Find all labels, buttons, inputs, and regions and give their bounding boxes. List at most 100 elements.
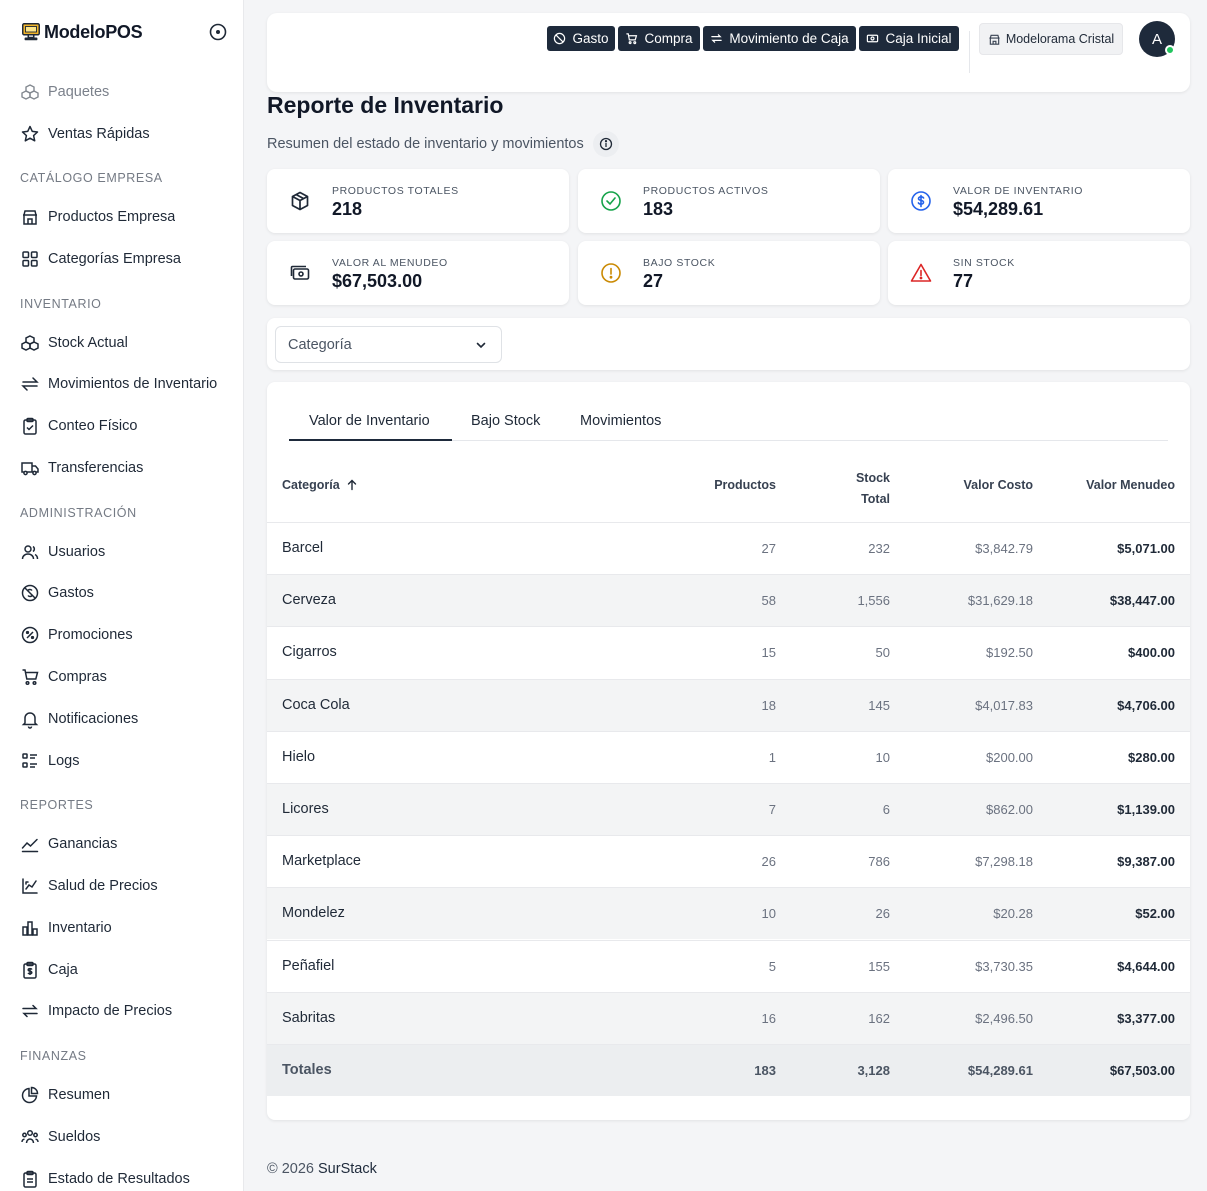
sidebar-item-resumen[interactable]: Resumen [20, 1083, 230, 1107]
tab-bajo-stock[interactable]: Bajo Stock [471, 413, 541, 429]
sidebar-item-categorias-empresa[interactable]: Categorías Empresa [20, 247, 230, 271]
sidebar-item-label: Inventario [48, 920, 112, 936]
page-subtitle: Resumen del estado de inventario y movim… [267, 136, 584, 152]
sidebar-item-usuarios[interactable]: Usuarios [20, 540, 230, 564]
cell-productos: 16 [761, 1010, 776, 1026]
tab-movimientos[interactable]: Movimientos [580, 413, 662, 429]
sidebar-item-sueldos[interactable]: Sueldos [20, 1125, 230, 1149]
column-header-valor-costo[interactable]: Valor Costo [963, 478, 1033, 492]
gasto-button[interactable]: Gasto [547, 26, 615, 51]
sidebar-item-label: Compras [48, 669, 107, 685]
copyright: © 2026 [267, 1161, 314, 1177]
sidebar-item-estado-resultados[interactable]: Estado de Resultados [20, 1167, 230, 1191]
sidebar-item-gastos[interactable]: Gastos [20, 581, 230, 605]
pos-terminal-icon [22, 23, 40, 41]
users-icon [21, 545, 39, 560]
collapse-sidebar-button[interactable] [208, 22, 228, 42]
cell-categoria: Hielo [282, 748, 316, 765]
store-icon [23, 210, 37, 225]
sidebar-item-notificaciones[interactable]: Notificaciones [20, 707, 230, 731]
column-header-stock-total[interactable]: Stock Total [856, 468, 890, 510]
cell-categoria: Coca Cola [282, 696, 350, 713]
table-row: Cerveza 58 1,556 $31,629.18 $38,447.00 [267, 574, 1190, 627]
team-icon [21, 1129, 39, 1144]
section-label-reportes: Reportes [20, 798, 94, 812]
stat-card-sin-stock: Sin Stock 77 [888, 241, 1190, 305]
table-row: Cigarros 15 50 $192.50 $400.00 [267, 626, 1190, 678]
trend-icon [21, 838, 39, 853]
sidebar: ModeloPOS Paquetes Ventas Rápidas Catálo… [0, 0, 244, 1191]
brand[interactable]: ModeloPOS [20, 20, 143, 44]
cell-productos: 1 [768, 749, 776, 765]
cell-productos: 26 [761, 854, 776, 870]
cash-register-icon [23, 961, 37, 979]
sidebar-item-impacto-precios[interactable]: Impacto de Precios [20, 999, 230, 1023]
sidebar-item-movimientos-inventario[interactable]: Movimientos de Inventario [20, 372, 230, 396]
sidebar-item-paquetes[interactable]: Paquetes [20, 80, 230, 104]
store-selector[interactable]: Modelorama Cristal [979, 23, 1123, 55]
column-header-valor-menudeo[interactable]: Valor Menudeo [1086, 478, 1175, 492]
tab-valor-inventario[interactable]: Valor de Inventario [309, 413, 430, 429]
sidebar-item-caja[interactable]: Caja [20, 958, 230, 982]
sidebar-item-conteo-fisico[interactable]: Conteo Físico [20, 414, 230, 438]
sidebar-item-inventario[interactable]: Inventario [20, 916, 230, 940]
cell-stock-total: 162 [868, 1010, 890, 1026]
cell-productos: 58 [761, 593, 776, 609]
cell-valor-menudeo: $400.00 [1128, 645, 1175, 661]
cell-valor-costo: $4,017.83 [975, 697, 1033, 713]
category-select[interactable]: Categoría [275, 326, 502, 363]
info-button[interactable] [593, 131, 619, 157]
clipboard-check-icon [23, 417, 37, 435]
cell-stock-total: 155 [868, 958, 890, 974]
column-header-productos[interactable]: Productos [714, 478, 776, 492]
sidebar-item-promociones[interactable]: Promociones [20, 623, 230, 647]
section-label-inventario: Inventario [20, 297, 102, 311]
sidebar-item-compras[interactable]: Compras [20, 665, 230, 689]
sidebar-item-logs[interactable]: Logs [20, 749, 230, 773]
company-link[interactable]: SurStack [318, 1161, 377, 1177]
truck-icon [21, 462, 39, 476]
caja-inicial-button-label: Caja Inicial [885, 31, 952, 46]
sidebar-item-label: Transferencias [48, 460, 144, 476]
table-row: Coca Cola 18 145 $4,017.83 $4,706.00 [267, 678, 1190, 731]
cell-stock-total: 50 [875, 645, 890, 661]
cart-icon [626, 33, 638, 45]
circle-dot-icon [209, 23, 227, 41]
chevron-down-icon [476, 342, 486, 349]
stat-card-valor-inventario: Valor de Inventario $54,289.61 [888, 169, 1190, 233]
cell-categoria: Licores [282, 801, 329, 817]
sidebar-item-transferencias[interactable]: Transferencias [20, 456, 230, 480]
stat-value: 77 [953, 271, 974, 291]
sidebar-item-label: Conteo Físico [48, 418, 138, 434]
cart-icon [22, 669, 39, 686]
stat-value: 218 [332, 199, 363, 219]
movimiento-caja-button[interactable]: Movimiento de Caja [703, 26, 856, 51]
cell-valor-costo: $31,629.18 [967, 593, 1033, 609]
cell-categoria: Totales [282, 1062, 332, 1078]
sidebar-item-ventas-rapidas[interactable]: Ventas Rápidas [20, 122, 230, 146]
cell-categoria: Cerveza [282, 592, 336, 609]
cell-valor-costo: $54,289.61 [967, 1063, 1033, 1078]
stat-label: Valor de Inventario [953, 185, 1084, 197]
cell-valor-menudeo: $9,387.00 [1117, 854, 1175, 870]
table-row: Hielo 1 10 $200.00 $280.00 [267, 730, 1190, 783]
cell-productos: 27 [761, 541, 776, 556]
stat-label: Sin Stock [953, 257, 1015, 269]
cell-stock-total: 232 [868, 541, 890, 556]
column-header-label: Total [861, 492, 890, 506]
sidebar-item-stock-actual[interactable]: Stock Actual [20, 331, 230, 355]
cell-categoria: Mondelez [282, 905, 345, 922]
stat-label: Valor al Menudeo [332, 257, 448, 269]
cell-productos: 18 [761, 697, 776, 713]
sidebar-item-salud-precios[interactable]: Salud de Precios [20, 874, 230, 898]
section-label-administracion: Administración [20, 506, 137, 520]
stat-value: 183 [643, 199, 674, 219]
cell-productos: 15 [761, 645, 776, 661]
cell-valor-costo: $7,298.18 [975, 854, 1033, 870]
compra-button[interactable]: Compra [618, 26, 700, 51]
sidebar-item-productos-empresa[interactable]: Productos Empresa [20, 205, 230, 229]
caja-inicial-button[interactable]: Caja Inicial [859, 26, 959, 51]
column-header-categoria[interactable]: Categoría [282, 478, 358, 492]
sidebar-item-ganancias[interactable]: Ganancias [20, 832, 230, 856]
cell-valor-costo: $3,730.35 [975, 958, 1033, 974]
